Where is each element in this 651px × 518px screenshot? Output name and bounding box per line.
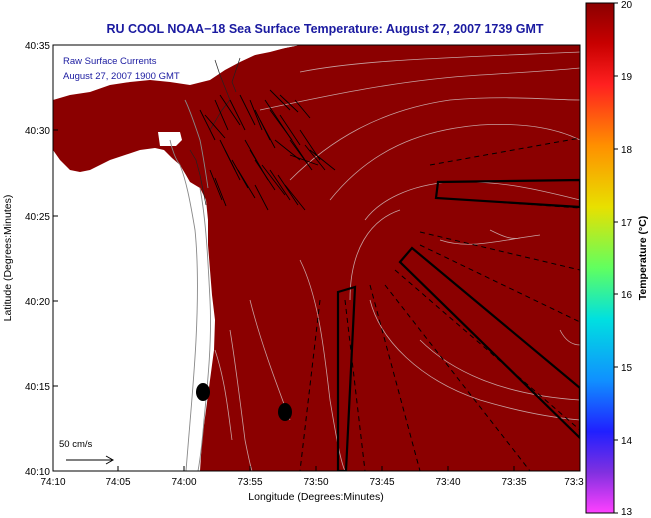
y-axis-title: Latitude (Degrees:Minutes) [2, 195, 14, 322]
colorbar-tick-label: 18 [621, 145, 633, 156]
y-tick-label: 40:15 [25, 382, 50, 393]
current-vectors [199, 89, 336, 211]
x-tick-label: 74:05 [105, 477, 130, 488]
radar-range-lines [299, 137, 580, 471]
overlay-line1: Raw Surface Currents [63, 56, 157, 67]
map-title: RU COOL NOAA−18 Sea Surface Temperature:… [106, 22, 544, 36]
colorbar-ticks [614, 2, 618, 514]
x-tick-label: 73:35 [501, 477, 526, 488]
colorbar-tick-label: 17 [621, 218, 633, 229]
x-tick-label: 73:55 [237, 477, 262, 488]
colorbar-tick-label: 19 [621, 72, 633, 83]
x-axis-title: Longitude (Degrees:Minutes) [248, 491, 383, 503]
overlay-line2: August 27, 2007 1900 GMT [63, 71, 180, 82]
x-tick-label: 73:40 [435, 477, 460, 488]
map-plot [53, 45, 580, 471]
colorbar-tick-label: 13 [621, 507, 633, 518]
colorbar-tick-label: 15 [621, 363, 633, 374]
y-tick-label: 40:20 [25, 297, 50, 308]
x-tick-label: 73:50 [303, 477, 328, 488]
x-tick-label: 74:10 [40, 477, 65, 488]
axis-ticks [52, 44, 581, 472]
y-tick-label: 40:35 [25, 41, 50, 52]
land-patch [158, 132, 182, 146]
isotherm-contours [214, 51, 580, 471]
colorbar-tick-label: 14 [621, 436, 633, 447]
y-tick-labels: 40:35 40:30 40:25 40:20 40:15 40:10 [25, 41, 50, 478]
x-tick-label: 73:45 [369, 477, 394, 488]
coastline [169, 99, 211, 471]
x-tick-label: 74:00 [171, 477, 196, 488]
y-tick-label: 40:10 [25, 467, 50, 478]
x-tick-labels: 74:10 74:05 74:00 73:55 73:50 73:45 73:4… [40, 477, 584, 488]
sst-water [53, 45, 580, 471]
mooring-marker [196, 383, 210, 401]
colorbar-tick-label: 20 [621, 0, 633, 11]
mooring-marker [278, 403, 292, 421]
colorbar-tick-label: 16 [621, 290, 633, 301]
colorbar-tick-labels: 20 19 18 17 16 15 14 13 [621, 0, 633, 518]
x-tick-label: 73:3 [564, 477, 584, 488]
colorbar [585, 2, 615, 514]
survey-boxes [336, 178, 580, 471]
scale-arrowhead [105, 455, 115, 465]
scale-label: 50 cm/s [59, 439, 93, 450]
y-tick-label: 40:25 [25, 212, 50, 223]
land-north [53, 45, 300, 95]
y-tick-label: 40:30 [25, 126, 50, 137]
colorbar-title: Temperature (°C) [637, 216, 649, 301]
